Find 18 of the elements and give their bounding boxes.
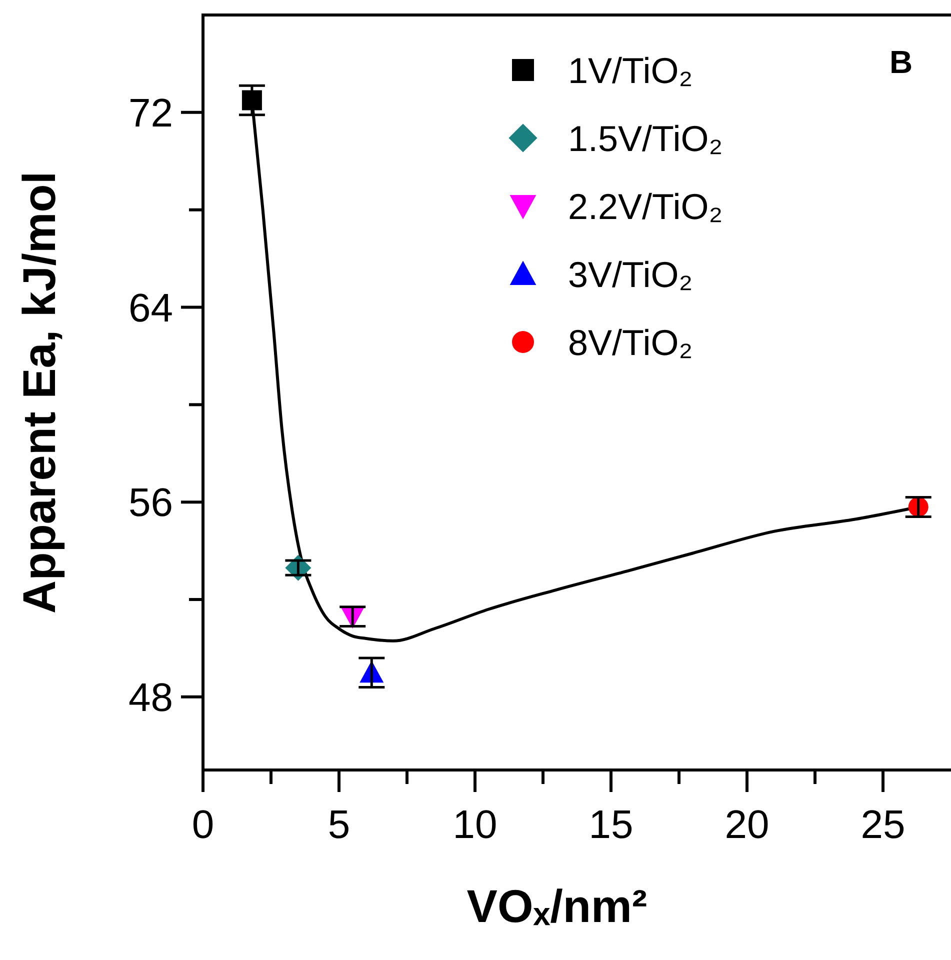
legend-label: 1V/TiO₂ [568, 50, 693, 91]
x-tick-label: 0 [192, 803, 214, 847]
x-tick-label: 25 [860, 803, 906, 847]
legend-label: 1.5V/TiO₂ [568, 118, 723, 159]
legend-label: 3V/TiO₂ [568, 254, 693, 295]
annotation: B [889, 44, 913, 80]
y-tick-label: 72 [128, 91, 173, 136]
legend-label: 8V/TiO₂ [568, 322, 693, 363]
x-tick-label: 5 [328, 803, 350, 847]
x-axis-title: VOₓ/nm² [466, 880, 648, 932]
legend-label: 2.2V/TiO₂ [568, 186, 723, 227]
y-tick-label: 48 [128, 676, 173, 720]
y-axis-title: Apparent Ea, kJ/mol [13, 171, 65, 614]
x-tick-label: 20 [724, 803, 770, 847]
y-tick-label: 64 [128, 286, 173, 330]
x-tick-label: 15 [588, 803, 634, 847]
y-tick-label: 56 [128, 481, 173, 526]
x-tick-label: 10 [452, 803, 498, 847]
